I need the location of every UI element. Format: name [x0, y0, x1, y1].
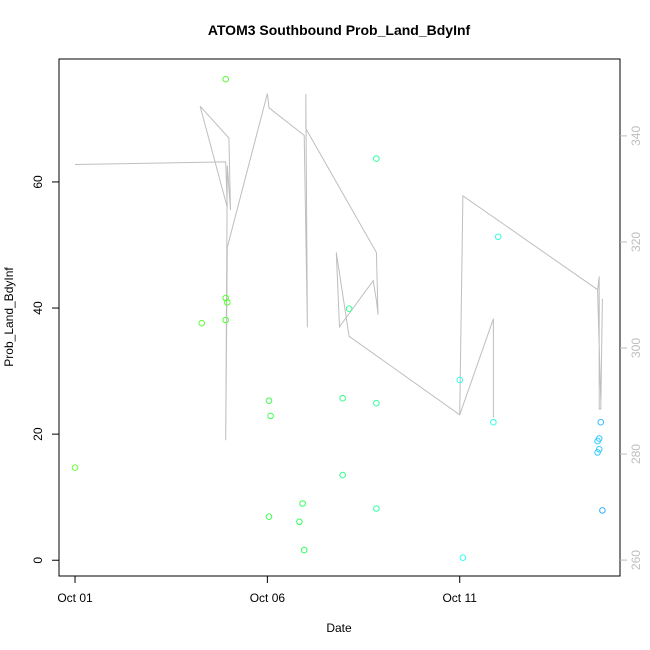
data-point [494, 233, 502, 241]
data-point [339, 471, 347, 479]
data-point [300, 546, 308, 554]
data-point [490, 418, 497, 426]
data-point [373, 155, 380, 162]
y2-tick-label: 320 [629, 232, 643, 252]
y2-tick-label: 260 [629, 550, 643, 570]
data-point [71, 464, 79, 471]
plot-frame [58, 58, 621, 577]
data-point [345, 305, 353, 313]
data-point [224, 299, 231, 306]
data-point [599, 507, 606, 514]
y2-axis: 260 280 300 320 340 [620, 126, 643, 570]
data-point [594, 449, 601, 456]
data-point [267, 412, 274, 420]
data-point [595, 435, 603, 442]
y-axis: 0 20 40 60 [31, 175, 59, 564]
points-layer [71, 75, 606, 562]
chart-title: ATOM3 Southbound Prob_Land_BdyInf [208, 22, 471, 38]
data-point [597, 418, 605, 426]
x-tick-label: Oct 06 [250, 591, 286, 605]
y-tick-label: 0 [31, 557, 45, 564]
x-tick-label: Oct 11 [442, 591, 477, 605]
data-point [222, 75, 229, 83]
data-point [296, 518, 303, 526]
data-point [198, 319, 205, 327]
x-tick-label: Oct 01 [57, 591, 93, 605]
x-axis-label: Date [326, 621, 352, 635]
secondary-series-line-1 [74, 93, 603, 441]
data-point [595, 446, 603, 453]
y-tick-label: 20 [31, 427, 45, 441]
y2-tick-label: 340 [629, 126, 643, 146]
secondary-series-line-2 [459, 318, 494, 418]
data-point [373, 399, 380, 407]
data-point [222, 316, 229, 324]
y-tick-label: 40 [31, 301, 45, 315]
data-point [265, 397, 273, 405]
secondary-line-layer [74, 93, 603, 441]
data-point [373, 505, 380, 512]
data-point [299, 500, 306, 507]
x-axis: Oct 01 Oct 06 Oct 11 [57, 576, 477, 605]
data-point [339, 394, 347, 402]
y-tick-label: 60 [31, 175, 45, 189]
data-point [459, 554, 467, 562]
data-point [265, 513, 273, 521]
y2-tick-label: 300 [629, 338, 643, 358]
y-axis-label: Prob_Land_BdyInf [2, 267, 16, 367]
data-point [456, 376, 464, 384]
data-point [222, 294, 229, 302]
y2-tick-label: 280 [629, 444, 643, 464]
